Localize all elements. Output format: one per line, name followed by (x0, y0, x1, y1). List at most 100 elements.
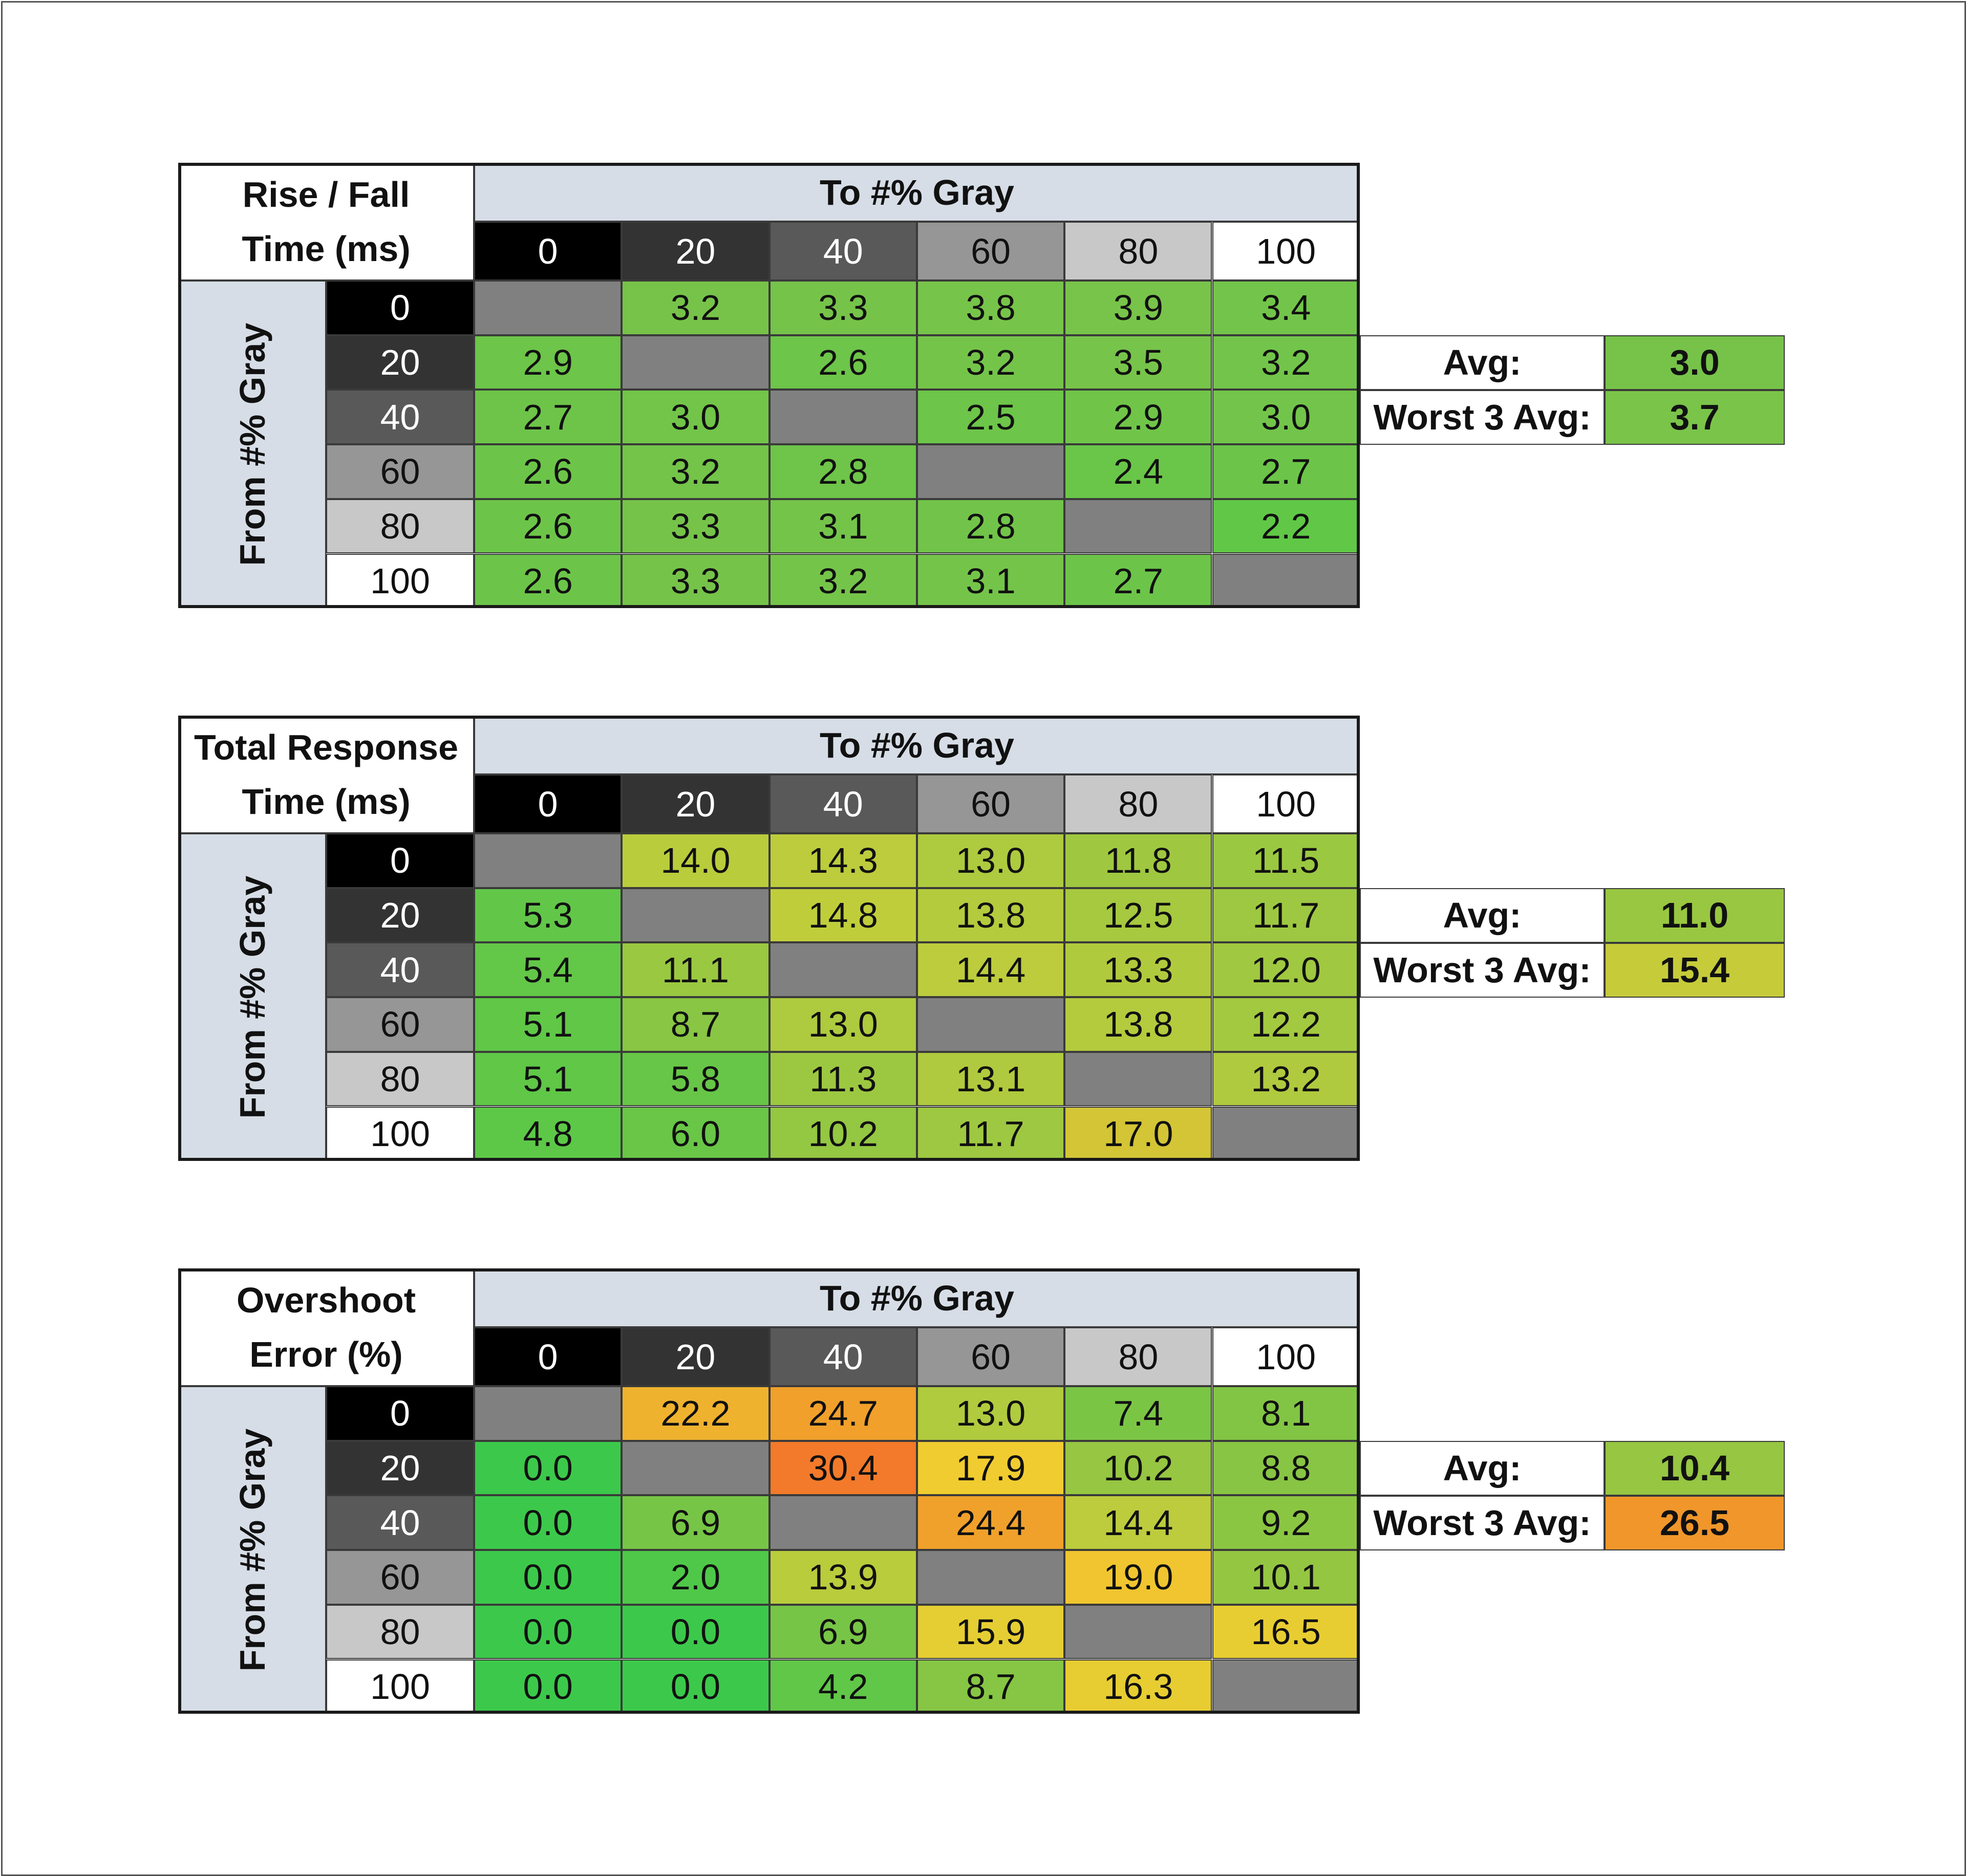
data-cell: 3.1 (769, 499, 917, 554)
data-cell: 9.2 (1212, 1495, 1360, 1550)
column-header-cell: 80 (1064, 1327, 1212, 1386)
data-cell: 0.0 (474, 1440, 622, 1496)
data-cell (622, 335, 770, 390)
column-header-cell: 80 (1064, 774, 1212, 833)
worst-3-avg-value: 15.4 (1605, 942, 1785, 998)
table-title-line: Time (ms) (242, 782, 411, 822)
data-cell: 5.1 (474, 1051, 622, 1107)
data-cell: 2.4 (1064, 444, 1212, 499)
data-cell: 3.3 (622, 499, 770, 554)
worst-3-avg-value: 3.7 (1605, 390, 1785, 445)
data-cell: 12.5 (1064, 888, 1212, 943)
data-cell: 2.0 (622, 1550, 770, 1605)
row-header-cell: 60 (326, 1550, 474, 1605)
column-header-cell: 40 (769, 222, 917, 281)
row-axis-header: From #% Gray (178, 1386, 326, 1714)
data-cell: 3.1 (916, 553, 1065, 609)
data-cell: 8.7 (622, 997, 770, 1052)
data-cell: 2.6 (474, 553, 622, 609)
data-cell: 0.0 (474, 1604, 622, 1659)
avg-value: 10.4 (1605, 1440, 1785, 1496)
table-title: Total Response Time (ms) (178, 716, 474, 833)
data-cell (769, 390, 917, 445)
data-cell: 14.4 (1064, 1495, 1212, 1550)
row-header-cell: 100 (326, 553, 474, 609)
data-cell: 19.0 (1064, 1550, 1212, 1605)
data-cell: 17.9 (916, 1440, 1065, 1496)
column-header-cell: 0 (474, 1327, 622, 1386)
data-cell: 2.8 (769, 444, 917, 499)
data-cell (916, 444, 1065, 499)
data-cell: 0.0 (622, 1604, 770, 1659)
data-cell: 13.8 (916, 888, 1065, 943)
data-cell: 2.5 (916, 390, 1065, 445)
column-header-cell: 60 (916, 1327, 1065, 1386)
row-axis-header: From #% Gray (178, 281, 326, 608)
data-cell: 3.0 (622, 390, 770, 445)
data-cell: 13.1 (916, 1051, 1065, 1107)
data-cell: 11.7 (1212, 888, 1360, 943)
data-cell: 14.8 (769, 888, 917, 943)
data-cell: 8.7 (916, 1659, 1065, 1714)
data-cell (769, 942, 917, 998)
data-cell (474, 833, 622, 888)
table-title-line: Total Response (194, 727, 458, 767)
data-cell: 13.9 (769, 1550, 917, 1605)
row-axis-header-label: From #% Gray (232, 1428, 272, 1672)
column-header-cell: 0 (474, 774, 622, 833)
data-cell: 3.3 (622, 553, 770, 609)
row-header-cell: 0 (326, 833, 474, 888)
data-cell: 2.9 (474, 335, 622, 390)
data-cell: 5.4 (474, 942, 622, 998)
data-cell: 15.9 (916, 1604, 1065, 1659)
column-header-cell: 60 (916, 774, 1065, 833)
row-header-cell: 60 (326, 997, 474, 1052)
column-header-cell: 60 (916, 222, 1065, 281)
data-cell: 24.4 (916, 1495, 1065, 1550)
table-title-line: Rise / Fall (242, 175, 410, 214)
column-header-cell: 20 (622, 774, 770, 833)
row-header-cell: 20 (326, 1440, 474, 1496)
data-cell: 0.0 (474, 1495, 622, 1550)
row-header-cell: 20 (326, 888, 474, 943)
data-cell: 16.3 (1064, 1659, 1212, 1714)
data-cell (1064, 1051, 1212, 1107)
data-cell: 0.0 (474, 1659, 622, 1714)
data-cell (1212, 1106, 1360, 1161)
table-title-line: Overshoot (236, 1280, 416, 1320)
data-cell (622, 888, 770, 943)
data-cell: 5.8 (622, 1051, 770, 1107)
row-header-cell: 40 (326, 942, 474, 998)
row-header-cell: 80 (326, 1051, 474, 1107)
data-cell: 4.8 (474, 1106, 622, 1161)
data-cell: 10.2 (1064, 1440, 1212, 1496)
data-cell: 11.1 (622, 942, 770, 998)
data-cell: 2.7 (1064, 553, 1212, 609)
data-cell: 14.4 (916, 942, 1065, 998)
column-header-cell: 20 (622, 1327, 770, 1386)
row-axis-header-label: From #% Gray (232, 322, 272, 566)
data-cell: 3.2 (622, 444, 770, 499)
column-axis-header: To #% Gray (474, 163, 1360, 222)
data-cell (622, 1440, 770, 1496)
data-cell: 13.2 (1212, 1051, 1360, 1107)
row-header-cell: 20 (326, 335, 474, 390)
data-cell: 2.6 (474, 499, 622, 554)
data-cell: 3.2 (622, 281, 770, 335)
row-header-cell: 100 (326, 1106, 474, 1161)
data-cell: 0.0 (474, 1550, 622, 1605)
data-cell: 12.0 (1212, 942, 1360, 998)
heatmap-table: Rise / Fall Time (ms) To #% Gray From #% Gr… (178, 163, 1360, 609)
data-cell: 7.4 (1064, 1386, 1212, 1441)
avg-value: 11.0 (1605, 888, 1785, 943)
column-header-cell: 0 (474, 222, 622, 281)
data-cell: 10.2 (769, 1106, 917, 1161)
data-cell: 16.5 (1212, 1604, 1360, 1659)
row-axis-header: From #% Gray (178, 833, 326, 1161)
column-header-cell: 100 (1212, 222, 1360, 281)
data-cell: 5.1 (474, 997, 622, 1052)
table-title: Overshoot Error (%) (178, 1268, 474, 1386)
data-cell: 2.2 (1212, 499, 1360, 554)
row-header-cell: 0 (326, 1386, 474, 1441)
